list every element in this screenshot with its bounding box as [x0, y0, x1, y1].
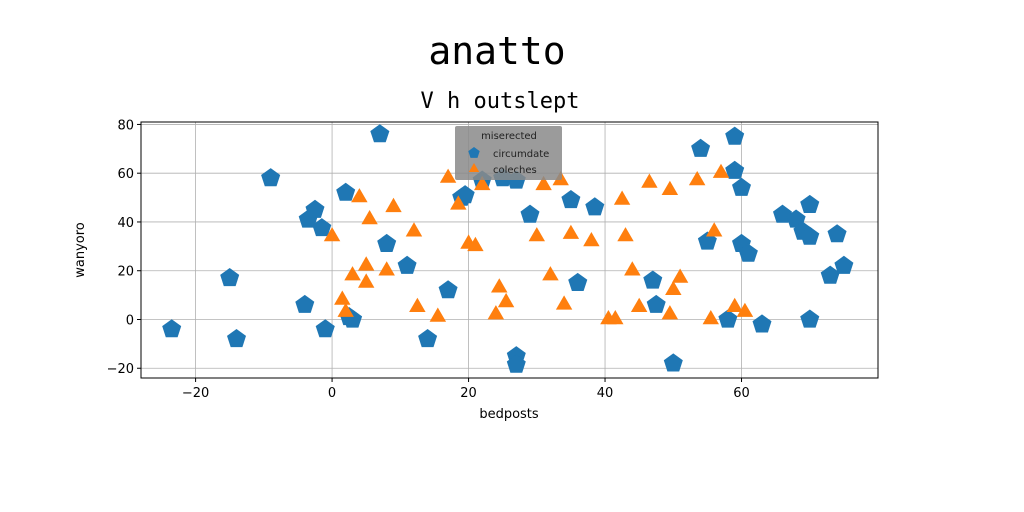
legend-label-circumdate: circumdate — [493, 149, 549, 160]
x-tick-label: 60 — [733, 386, 750, 401]
x-tick-label: 0 — [328, 386, 336, 401]
legend-label-coleches: coleches — [493, 165, 537, 176]
y-axis-label: wanyoro — [73, 222, 88, 278]
y-tick-label: 80 — [117, 118, 134, 133]
x-tick-label: 20 — [460, 386, 477, 401]
y-tick-label: −20 — [107, 362, 134, 377]
chart-subtitle: V h outslept — [421, 89, 580, 114]
x-tick-label: 40 — [597, 386, 614, 401]
y-tick-label: 20 — [117, 265, 134, 280]
x-axis-label: bedposts — [479, 407, 539, 422]
legend: miserected circumdate coleches — [455, 126, 562, 180]
y-tick-label: 0 — [126, 313, 134, 328]
y-tick-label: 60 — [117, 167, 134, 182]
legend-title: miserected — [481, 131, 537, 142]
y-tick-label: 40 — [117, 216, 134, 231]
x-tick-label: −20 — [182, 386, 209, 401]
chart-title: anatto — [428, 29, 565, 73]
